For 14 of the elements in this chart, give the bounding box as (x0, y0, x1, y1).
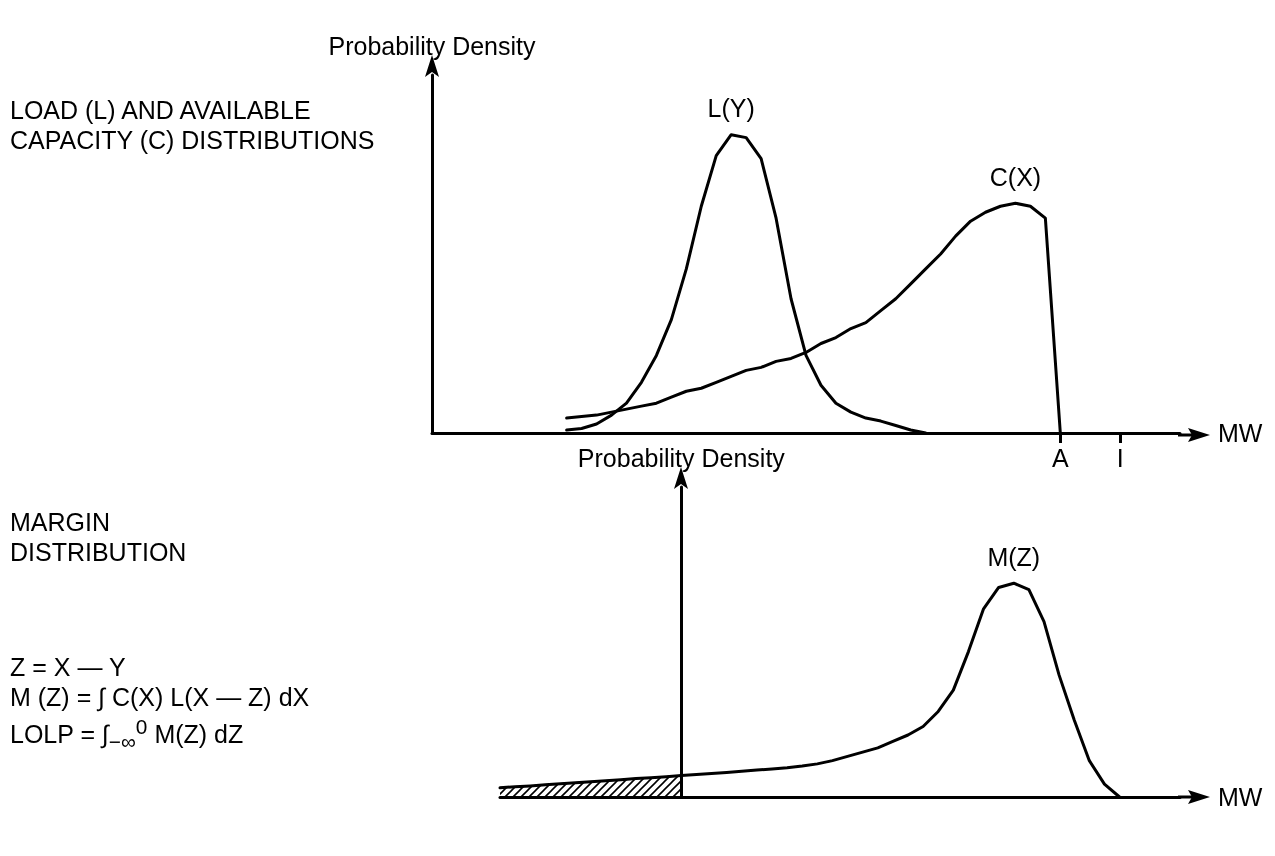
x-axis-title: MW (1218, 419, 1263, 447)
x-axis-title: MW (1218, 783, 1263, 811)
series-label: L(Y) (707, 94, 755, 123)
text: LOAD (L) AND AVAILABLE CAPACITY (C) DISTRIBUTIONS (10, 95, 376, 155)
text: LOLP = ∫$_{−∞}$$^{0}$ M(Z) dZ (10, 714, 245, 756)
x-tick-label: I (1116, 443, 1124, 472)
text: Z = X — Y (10, 652, 127, 682)
text: M (Z) = ∫ C(X) L(X — Z) dX (10, 682, 311, 712)
y-axis-title: Probability Density (577, 444, 786, 472)
y-axis-title: Probability Density (328, 32, 537, 60)
x-tick-label: A (1051, 443, 1069, 472)
series-label: C(X) (989, 162, 1042, 191)
text: MARGIN DISTRIBUTION (10, 507, 188, 567)
series-label: M(Z) (987, 542, 1041, 571)
